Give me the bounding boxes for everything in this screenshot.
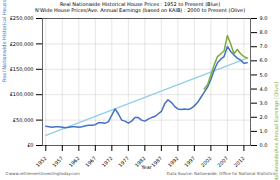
svg-text:1.0: 1.0 — [260, 128, 268, 134]
svg-text:9.0: 9.0 — [260, 15, 268, 21]
svg-text:2012: 2012 — [232, 155, 245, 168]
svg-text:Year: Year — [140, 164, 153, 170]
svg-text:1982: 1982 — [133, 154, 147, 169]
svg-text:5.0: 5.0 — [260, 72, 268, 78]
svg-text:£150,000: £150,000 — [10, 66, 34, 72]
svg-text:2.0: 2.0 — [260, 114, 268, 120]
html-text:Data Source: Nationwide, Offic: Data Source: Nationwide, Office for Nati… — [166, 171, 275, 176]
svg-text:1987: 1987 — [150, 155, 163, 168]
svg-text:6.0: 6.0 — [260, 57, 268, 63]
svg-text:1977: 1977 — [117, 155, 130, 168]
html-text:©www.retirementinvestingtoday.: ©www.retirementinvestingtoday.com — [5, 171, 80, 176]
svg-text:Nationwide/Ave Annual Earnings: Nationwide/Ave Annual Earnings [Olive] — [273, 82, 280, 180]
svg-text:7.0: 7.0 — [260, 43, 268, 49]
svg-text:1992: 1992 — [166, 155, 179, 168]
svg-text:2002: 2002 — [199, 155, 212, 168]
svg-text:£0: £0 — [27, 142, 33, 148]
html-text:N'Wide House Prices/Ave. Annua: N'Wide House Prices/Ave. Annual Earnings… — [34, 7, 246, 13]
svg-text:1952: 1952 — [34, 155, 47, 168]
html-text:Real Nationwide Historical Hou: Real Nationwide Historical House Prices … — [59, 1, 221, 7]
svg-text:3.0: 3.0 — [260, 100, 268, 106]
svg-text:£100,000: £100,000 — [10, 91, 34, 97]
svg-text:1962: 1962 — [67, 155, 80, 168]
svg-text:1997: 1997 — [183, 155, 196, 168]
svg-text:1967: 1967 — [84, 155, 97, 168]
svg-text:1972: 1972 — [100, 155, 113, 168]
svg-text:£250,000: £250,000 — [10, 15, 34, 21]
svg-text:£200,000: £200,000 — [10, 41, 34, 47]
svg-text:8.0: 8.0 — [260, 29, 268, 35]
svg-text:0.0: 0.0 — [260, 142, 268, 148]
svg-text:1957: 1957 — [51, 155, 64, 168]
svg-text:Real Nationwide Historical Hou: Real Nationwide Historical House Prices … — [1, 0, 7, 82]
svg-text:2007: 2007 — [216, 155, 229, 168]
svg-text:4.0: 4.0 — [260, 86, 268, 92]
svg-text:£50,000: £50,000 — [13, 117, 34, 123]
